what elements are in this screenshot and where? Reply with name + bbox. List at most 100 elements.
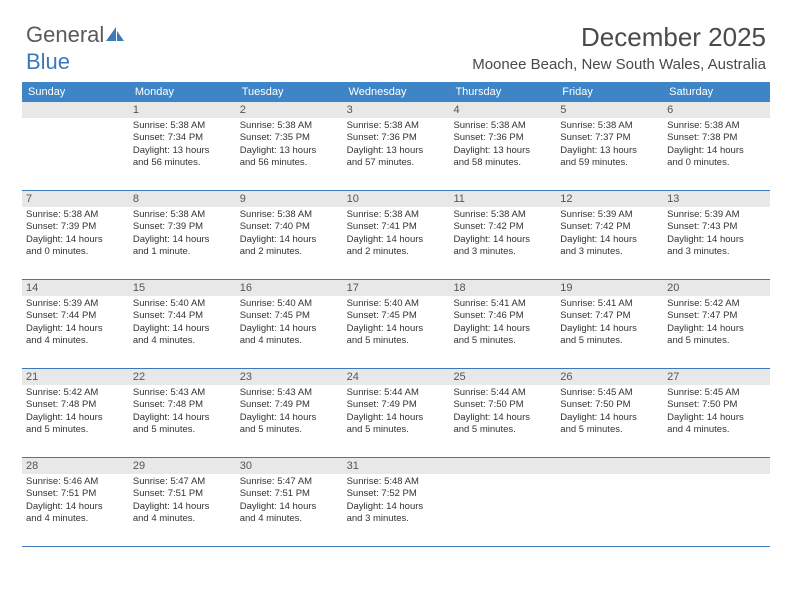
day-line: and 4 minutes. <box>26 513 125 525</box>
day-line: Daylight: 14 hours <box>667 323 766 335</box>
day-line: Daylight: 14 hours <box>453 323 552 335</box>
day-number: 23 <box>236 369 343 385</box>
day-line: Daylight: 13 hours <box>133 145 232 157</box>
day-header-row: SundayMondayTuesdayWednesdayThursdayFrid… <box>22 82 770 102</box>
day-line: Daylight: 14 hours <box>133 234 232 246</box>
day-line: Daylight: 13 hours <box>240 145 339 157</box>
day-line: Sunrise: 5:39 AM <box>667 209 766 221</box>
day-line: Sunrise: 5:43 AM <box>133 387 232 399</box>
day-line: Sunset: 7:39 PM <box>26 221 125 233</box>
day-header: Thursday <box>449 82 556 102</box>
day-cell: Sunrise: 5:40 AMSunset: 7:45 PMDaylight:… <box>343 296 450 368</box>
day-line: Sunrise: 5:38 AM <box>347 209 446 221</box>
day-cell: Sunrise: 5:38 AMSunset: 7:37 PMDaylight:… <box>556 118 663 190</box>
day-line: Sunset: 7:35 PM <box>240 132 339 144</box>
day-number: 18 <box>449 280 556 296</box>
day-line: Sunrise: 5:44 AM <box>453 387 552 399</box>
day-number: 22 <box>129 369 236 385</box>
day-line: Sunrise: 5:47 AM <box>133 476 232 488</box>
daynum-row: 123456 <box>22 102 770 118</box>
day-line: and 3 minutes. <box>453 246 552 258</box>
day-number: 10 <box>343 191 450 207</box>
weeks-container: 123456Sunrise: 5:38 AMSunset: 7:34 PMDay… <box>22 102 770 547</box>
day-line: Sunset: 7:47 PM <box>560 310 659 322</box>
day-number: 2 <box>236 102 343 118</box>
day-number: 7 <box>22 191 129 207</box>
day-number: 15 <box>129 280 236 296</box>
day-line: Sunset: 7:43 PM <box>667 221 766 233</box>
day-line: Sunset: 7:46 PM <box>453 310 552 322</box>
daynum-row: 28293031 <box>22 458 770 474</box>
day-line: Sunset: 7:40 PM <box>240 221 339 233</box>
logo-text-1: General <box>26 22 104 47</box>
day-line: and 4 minutes. <box>133 335 232 347</box>
day-line: and 1 minute. <box>133 246 232 258</box>
day-line: Daylight: 14 hours <box>133 323 232 335</box>
day-line: and 0 minutes. <box>667 157 766 169</box>
day-number <box>22 102 129 118</box>
day-line: Sunset: 7:50 PM <box>560 399 659 411</box>
day-cell: Sunrise: 5:39 AMSunset: 7:44 PMDaylight:… <box>22 296 129 368</box>
day-line: Daylight: 14 hours <box>26 501 125 513</box>
day-line: Daylight: 14 hours <box>240 412 339 424</box>
day-number: 21 <box>22 369 129 385</box>
day-line: and 59 minutes. <box>560 157 659 169</box>
day-cell: Sunrise: 5:46 AMSunset: 7:51 PMDaylight:… <box>22 474 129 546</box>
day-cell: Sunrise: 5:44 AMSunset: 7:50 PMDaylight:… <box>449 385 556 457</box>
day-line: Sunset: 7:49 PM <box>347 399 446 411</box>
day-number <box>556 458 663 474</box>
day-line: Sunset: 7:39 PM <box>133 221 232 233</box>
day-line: Daylight: 14 hours <box>26 323 125 335</box>
day-line: Daylight: 14 hours <box>240 323 339 335</box>
day-line: Sunset: 7:51 PM <box>240 488 339 500</box>
page-title: December 2025 <box>581 22 766 53</box>
day-line: and 5 minutes. <box>347 335 446 347</box>
day-cell: Sunrise: 5:47 AMSunset: 7:51 PMDaylight:… <box>236 474 343 546</box>
day-cell: Sunrise: 5:41 AMSunset: 7:46 PMDaylight:… <box>449 296 556 368</box>
day-line: Sunset: 7:51 PM <box>26 488 125 500</box>
day-line: Sunrise: 5:38 AM <box>133 209 232 221</box>
day-number: 27 <box>663 369 770 385</box>
day-line: Sunrise: 5:47 AM <box>240 476 339 488</box>
logo-sail-icon <box>106 23 126 49</box>
day-line: and 5 minutes. <box>26 424 125 436</box>
day-line: Sunset: 7:42 PM <box>560 221 659 233</box>
day-number: 25 <box>449 369 556 385</box>
day-line: and 4 minutes. <box>26 335 125 347</box>
day-line: Sunrise: 5:42 AM <box>667 298 766 310</box>
day-cell <box>556 474 663 546</box>
day-line: and 4 minutes. <box>240 513 339 525</box>
day-line: Sunrise: 5:42 AM <box>26 387 125 399</box>
day-cell: Sunrise: 5:42 AMSunset: 7:47 PMDaylight:… <box>663 296 770 368</box>
day-line: Daylight: 13 hours <box>560 145 659 157</box>
day-number: 24 <box>343 369 450 385</box>
day-line: and 4 minutes. <box>667 424 766 436</box>
day-line: and 5 minutes. <box>560 335 659 347</box>
day-line: Sunrise: 5:38 AM <box>26 209 125 221</box>
logo: General Blue <box>26 22 126 75</box>
day-cell: Sunrise: 5:48 AMSunset: 7:52 PMDaylight:… <box>343 474 450 546</box>
day-line: Sunrise: 5:38 AM <box>667 120 766 132</box>
day-cell <box>22 118 129 190</box>
day-cell: Sunrise: 5:39 AMSunset: 7:43 PMDaylight:… <box>663 207 770 279</box>
week-row: Sunrise: 5:38 AMSunset: 7:39 PMDaylight:… <box>22 207 770 280</box>
day-cell: Sunrise: 5:45 AMSunset: 7:50 PMDaylight:… <box>556 385 663 457</box>
day-cell: Sunrise: 5:38 AMSunset: 7:38 PMDaylight:… <box>663 118 770 190</box>
day-line: and 3 minutes. <box>667 246 766 258</box>
day-cell: Sunrise: 5:45 AMSunset: 7:50 PMDaylight:… <box>663 385 770 457</box>
day-line: and 2 minutes. <box>240 246 339 258</box>
day-number: 30 <box>236 458 343 474</box>
day-line: Sunset: 7:45 PM <box>347 310 446 322</box>
day-number: 3 <box>343 102 450 118</box>
day-cell: Sunrise: 5:38 AMSunset: 7:34 PMDaylight:… <box>129 118 236 190</box>
day-number: 13 <box>663 191 770 207</box>
day-line: Sunrise: 5:41 AM <box>453 298 552 310</box>
day-line: Daylight: 14 hours <box>347 412 446 424</box>
day-number: 29 <box>129 458 236 474</box>
day-line: Sunset: 7:47 PM <box>667 310 766 322</box>
day-line: Sunrise: 5:40 AM <box>347 298 446 310</box>
day-number: 14 <box>22 280 129 296</box>
daynum-row: 21222324252627 <box>22 369 770 385</box>
day-line: and 3 minutes. <box>560 246 659 258</box>
day-line: Daylight: 14 hours <box>667 234 766 246</box>
